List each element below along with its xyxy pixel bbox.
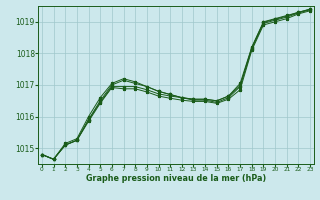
X-axis label: Graphe pression niveau de la mer (hPa): Graphe pression niveau de la mer (hPa) <box>86 174 266 183</box>
